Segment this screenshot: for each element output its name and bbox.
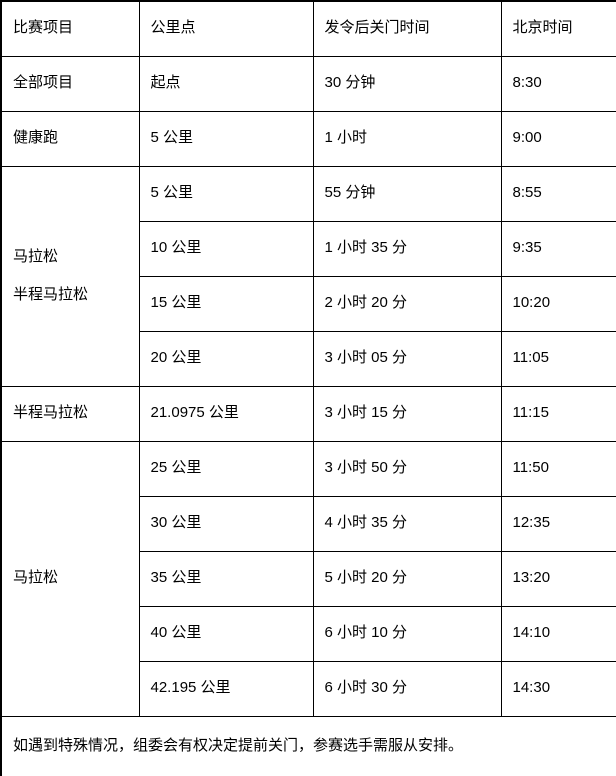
km-cell: 40 公里 xyxy=(138,605,314,662)
event-cell: 全部项目 xyxy=(0,55,140,112)
beijing-time-cell: 8:30 xyxy=(500,55,616,112)
beijing-time-cell: 9:35 xyxy=(500,220,616,277)
table-row: 马拉松 半程马拉松 5 公里 55 分钟 8:55 xyxy=(0,165,616,387)
event-cell-marathon: 马拉松 xyxy=(0,440,140,717)
footer-note: 如遇到特殊情况，组委会有权决定提前关门，参赛选手需服从安排。 xyxy=(0,715,616,776)
km-cell: 起点 xyxy=(138,55,314,112)
table-row: 健康跑 5 公里 1 小时 9:00 xyxy=(0,110,616,167)
header-closing-time: 发令后关门时间 xyxy=(312,0,502,57)
table-row: 35 公里 5 小时 20 分 13:20 xyxy=(1,550,616,607)
km-cell: 5 公里 xyxy=(138,165,314,222)
event-cell-marathon-half: 马拉松 半程马拉松 xyxy=(0,165,140,387)
closing-time-cell: 3 小时 15 分 xyxy=(312,385,502,442)
beijing-time-cell: 8:55 xyxy=(500,165,616,222)
km-cell: 5 公里 xyxy=(138,110,314,167)
beijing-time-cell: 11:50 xyxy=(500,440,616,497)
table-row: 40 公里 6 小时 10 分 14:10 xyxy=(1,605,616,662)
table-row: 全部项目 起点 30 分钟 8:30 xyxy=(0,55,616,112)
km-cell: 42.195 公里 xyxy=(138,660,314,717)
beijing-time-cell: 12:35 xyxy=(500,495,616,552)
beijing-time-cell: 11:05 xyxy=(500,330,616,387)
beijing-time-cell: 11:15 xyxy=(500,385,616,442)
closing-time-cell: 1 小时 35 分 xyxy=(312,220,502,277)
km-cell: 25 公里 xyxy=(138,440,314,497)
table-footer-row: 如遇到特殊情况，组委会有权决定提前关门，参赛选手需服从安排。 xyxy=(0,715,616,776)
closing-time-cell: 5 小时 20 分 xyxy=(312,550,502,607)
table-row: 20 公里 3 小时 05 分 11:05 xyxy=(1,330,616,387)
closing-time-cell: 4 小时 35 分 xyxy=(312,495,502,552)
event-line: 半程马拉松 xyxy=(13,285,89,303)
closing-time-cell: 2 小时 20 分 xyxy=(312,275,502,332)
table-row: 42.195 公里 6 小时 30 分 14:30 xyxy=(1,660,616,717)
header-km-point: 公里点 xyxy=(138,0,314,57)
beijing-time-cell: 13:20 xyxy=(500,550,616,607)
beijing-time-cell: 10:20 xyxy=(500,275,616,332)
beijing-time-cell: 14:30 xyxy=(500,660,616,717)
closing-time-cell: 3 小时 05 分 xyxy=(312,330,502,387)
km-cell: 30 公里 xyxy=(138,495,314,552)
table-row: 半程马拉松 21.0975 公里 3 小时 15 分 11:15 xyxy=(0,385,616,442)
closing-time-cell: 30 分钟 xyxy=(312,55,502,112)
header-race-event: 比赛项目 xyxy=(0,0,140,57)
event-cell: 健康跑 xyxy=(0,110,140,167)
km-cell: 20 公里 xyxy=(138,330,314,387)
closing-time-cell: 6 小时 30 分 xyxy=(312,660,502,717)
event-cell: 半程马拉松 xyxy=(0,385,140,442)
beijing-time-cell: 14:10 xyxy=(500,605,616,662)
event-line: 马拉松 xyxy=(13,247,59,265)
closing-time-cell: 55 分钟 xyxy=(312,165,502,222)
km-cell: 10 公里 xyxy=(138,220,314,277)
table-header-row: 比赛项目 公里点 发令后关门时间 北京时间 xyxy=(0,0,616,57)
closing-time-cell: 1 小时 xyxy=(312,110,502,167)
closing-time-cell: 3 小时 50 分 xyxy=(312,440,502,497)
table-row: 30 公里 4 小时 35 分 12:35 xyxy=(1,495,616,552)
table-row: 马拉松 25 公里 3 小时 50 分 11:50 xyxy=(0,440,616,717)
header-beijing-time: 北京时间 xyxy=(500,0,616,57)
km-cell: 35 公里 xyxy=(138,550,314,607)
km-cell: 21.0975 公里 xyxy=(138,385,314,442)
km-cell: 15 公里 xyxy=(138,275,314,332)
beijing-time-cell: 9:00 xyxy=(500,110,616,167)
closing-time-cell: 6 小时 10 分 xyxy=(312,605,502,662)
